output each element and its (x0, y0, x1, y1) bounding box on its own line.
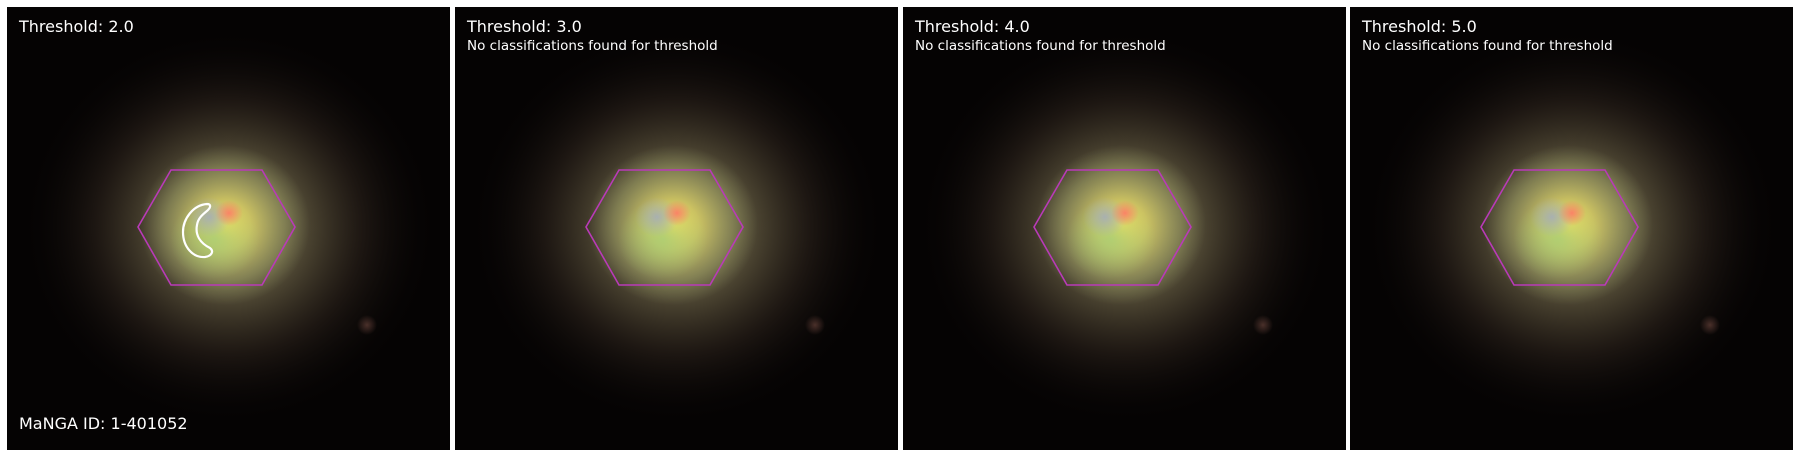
galaxy-red-knot (1558, 200, 1586, 226)
galaxy-image (903, 7, 1346, 450)
threshold-title: Threshold: 4.0 (915, 17, 1030, 36)
no-classifications-note: No classifications found for threshold (915, 38, 1166, 54)
ifu-hexagon (585, 169, 744, 286)
galaxy-red-knot (663, 200, 691, 226)
galaxy-image (7, 7, 450, 450)
galaxy-panel-2: Threshold: 3.0 No classifications found … (455, 7, 898, 450)
no-classifications-note: No classifications found for threshold (467, 38, 718, 54)
background-source (357, 315, 377, 335)
background-source (1253, 315, 1273, 335)
threshold-title: Threshold: 5.0 (1362, 17, 1477, 36)
threshold-title: Threshold: 3.0 (467, 17, 582, 36)
manga-id-label: MaNGA ID: 1-401052 (19, 414, 188, 433)
background-source (1700, 315, 1720, 335)
no-classifications-note: No classifications found for threshold (1362, 38, 1613, 54)
galaxy-image (1350, 7, 1793, 450)
background-source (805, 315, 825, 335)
ifu-hexagon (1033, 169, 1192, 286)
ifu-hexagon (137, 169, 296, 286)
galaxy-red-knot (1111, 200, 1139, 226)
galaxy-panel-1: Threshold: 2.0 (7, 7, 450, 450)
galaxy-image (455, 7, 898, 450)
threshold-title: Threshold: 2.0 (19, 17, 134, 36)
galaxy-red-knot (215, 200, 243, 226)
galaxy-panel-4: Threshold: 5.0 No classifications found … (1350, 7, 1793, 450)
galaxy-panel-3: Threshold: 4.0 No classifications found … (903, 7, 1346, 450)
classification-contour (181, 202, 214, 259)
ifu-hexagon (1480, 169, 1639, 286)
